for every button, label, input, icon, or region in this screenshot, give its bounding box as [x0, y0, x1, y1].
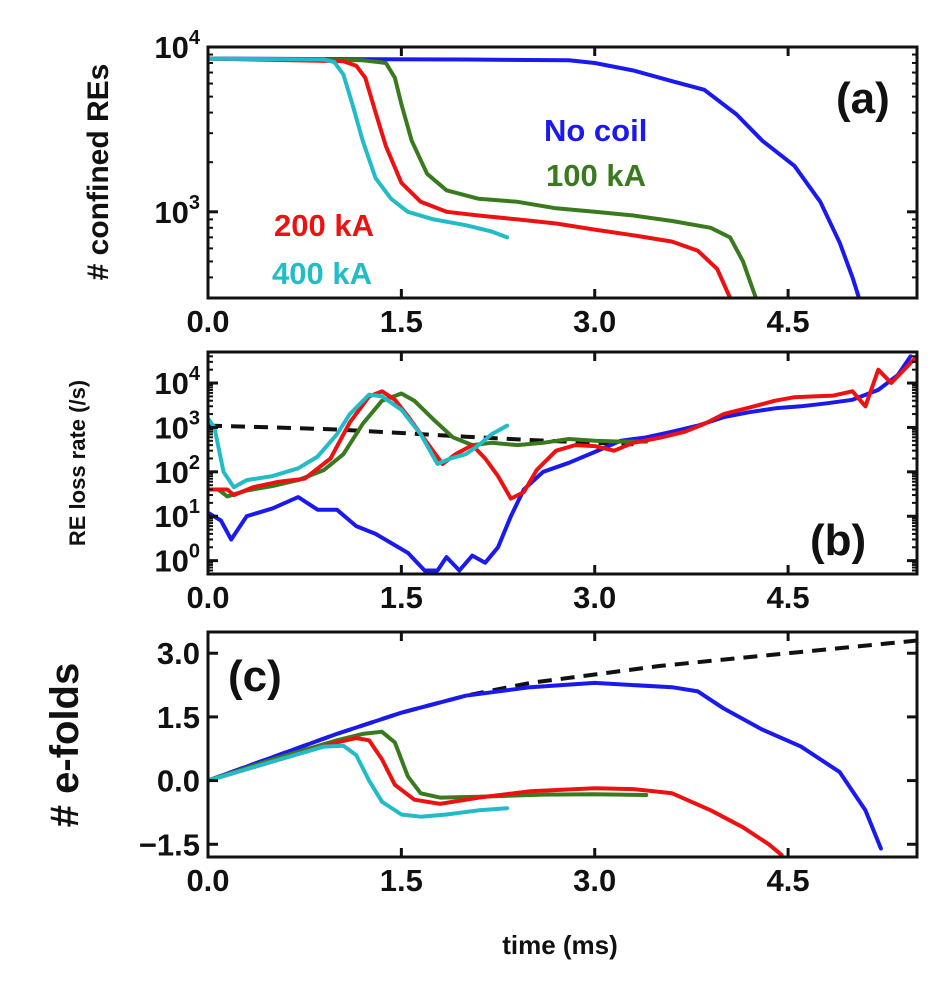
panel-b-series-100-ka	[208, 391, 649, 499]
panel-b-ytick-label: 104	[154, 363, 200, 401]
panel-b-ylabel: RE loss rate (/s)	[65, 380, 90, 546]
panel-b-series-200-ka	[208, 354, 917, 501]
panel-c-ytick-label: 3.0	[157, 636, 200, 671]
panel-c-label: (c)	[228, 652, 282, 701]
panel-a-ticks: 0.0 1.5 3.0 4.5 104 103	[154, 27, 917, 339]
legend-400ka: 400 kA	[272, 256, 372, 291]
panel-b-ytick-label: 100	[154, 541, 200, 579]
panel-a-series-no-coil	[208, 56, 861, 298]
panel-c-series-200-ka	[208, 736, 784, 857]
panel-b-ytick-label: 103	[154, 407, 200, 445]
panel-a-xtick-label: 1.5	[380, 304, 423, 339]
panel-a-series-100-ka	[208, 56, 758, 298]
panel-c-xtick-label: 0.0	[186, 863, 229, 898]
panel-c-series-400-ka	[208, 743, 510, 819]
panel-b-xtick-label: 3.0	[573, 580, 616, 615]
panel-b-ytick-label: 102	[154, 452, 200, 490]
panel-c-ytick-label: −1.5	[139, 827, 200, 862]
panel-a-ytick-label: 104	[154, 27, 200, 65]
panel-c-ticks: 0.0 1.5 3.0 4.53.01.50.0−1.5	[139, 632, 917, 898]
panel-b-label: (b)	[810, 516, 866, 565]
panel-b-ytick-label: 101	[154, 496, 200, 534]
panel-b-xtick-label: 1.5	[380, 580, 423, 615]
panel-a-ylabel: # confined REs	[82, 64, 115, 281]
panel-b-series-no-coil	[208, 354, 913, 573]
panel-c-series-reference-dashed-	[208, 638, 917, 783]
panel-b-lines	[208, 354, 917, 573]
panel-b-series-reference-dashed-	[208, 423, 634, 447]
legend-no-coil: No coil	[544, 113, 647, 148]
panel-a-axes	[206, 45, 919, 300]
panel-c-ytick-label: 1.5	[157, 700, 200, 735]
legend-100ka: 100 kA	[546, 158, 646, 193]
panel-c-xtick-label: 4.5	[767, 863, 810, 898]
panel-a: 0.0 1.5 3.0 4.5 104 103 # confined REs (a) No…	[82, 27, 919, 339]
panel-c-lines	[208, 638, 917, 857]
panel-a-xtick-label: 3.0	[573, 304, 616, 339]
panel-c-axes	[206, 630, 919, 859]
panel-b-xtick-label: 4.5	[767, 580, 810, 615]
panel-c-xtick-label: 1.5	[380, 863, 423, 898]
x-axis-label: time (ms)	[502, 930, 618, 960]
panel-a-ytick-label: 103	[154, 192, 200, 230]
panel-a-label: (a)	[836, 74, 890, 123]
panel-c-series-100-ka	[208, 729, 649, 800]
panel-a-series-400-ka	[208, 56, 510, 240]
panel-a-xtick-label: 4.5	[767, 304, 810, 339]
panel-c-xtick-label: 3.0	[573, 863, 616, 898]
panel-b: 0.0 1.5 3.0 4.5 104 103 102 101 100 RE loss rate…	[65, 350, 919, 615]
panel-c: 0.0 1.5 3.0 4.53.01.50.0−1.5 # e-folds (c) …	[43, 630, 919, 960]
panel-c-series-no-coil	[208, 680, 883, 851]
panel-c-ytick-label: 0.0	[157, 764, 200, 799]
legend-200ka: 200 kA	[274, 208, 374, 243]
panel-c-ylabel: # e-folds	[43, 663, 87, 827]
panel-a-lines	[208, 56, 861, 298]
panel-a-series-200-ka	[208, 56, 733, 298]
panel-a-xtick-label: 0.0	[186, 304, 229, 339]
panel-b-ticks: 0.0 1.5 3.0 4.5 104 103 102 101 100	[154, 351, 917, 615]
legend: No coil 100 kA 200 kA 400 kA	[272, 113, 647, 291]
panel-b-axes	[206, 350, 919, 576]
panel-b-series-400-ka	[208, 392, 510, 490]
panel-b-xtick-label: 0.0	[186, 580, 229, 615]
